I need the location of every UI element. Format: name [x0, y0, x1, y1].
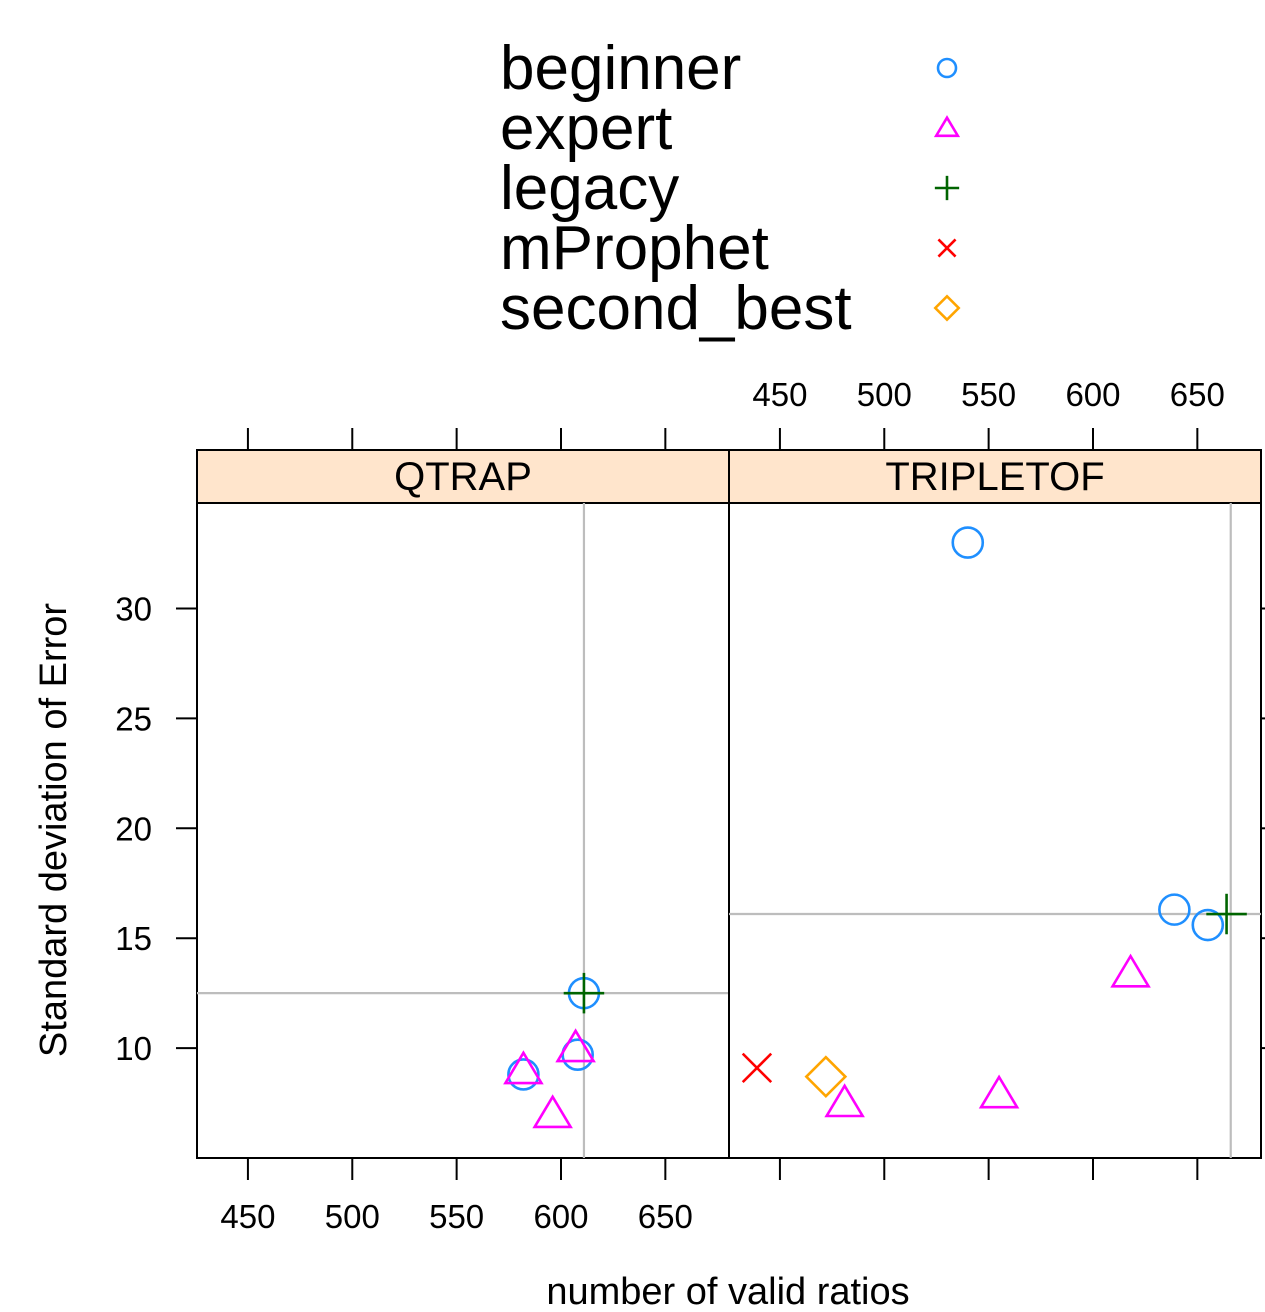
y-tick-label: 30: [115, 591, 152, 628]
panel-qtrap: [196, 502, 730, 1159]
panel-strips: QTRAP TRIPLETOF: [196, 449, 1262, 504]
x-tick-label-top: 550: [961, 376, 1016, 413]
panel-frame: [196, 502, 730, 1159]
panel-tripletof: [728, 502, 1262, 1159]
data-point-expert: [532, 1094, 573, 1129]
data-point-expert: [555, 1028, 596, 1063]
data-point-beginner: [1158, 893, 1191, 926]
y-tick-label: 20: [115, 810, 152, 847]
panels: [196, 502, 1262, 1159]
axes: 450 450 500 500 550 550 600 600 650 650 10 15 20 25 30: [115, 376, 1265, 1235]
data-point-legacy: [563, 972, 605, 1014]
data-point-beginner: [1191, 908, 1225, 942]
data-point-expert: [503, 1050, 544, 1085]
data-point-legacy: [1206, 893, 1247, 935]
strip-label-tripletof: TRIPLETOF: [885, 455, 1104, 499]
x-tick-label-top: 450: [752, 376, 807, 413]
panel-frame: [728, 502, 1262, 1159]
legend-marker-legacy: [934, 175, 960, 201]
x-tick-label-bottom: 500: [325, 1198, 380, 1235]
x-tick-label-bottom: 550: [429, 1198, 484, 1235]
x-tick-label-bottom: 650: [638, 1198, 693, 1235]
data-point-beginner: [507, 1058, 540, 1091]
data-point-second_best: [804, 1055, 848, 1099]
x-tick-label-bottom: 450: [220, 1198, 275, 1235]
legend-label-second_best: second_best: [500, 274, 852, 343]
data-point-beginner: [951, 526, 985, 559]
strip-qtrap: [196, 449, 730, 504]
data-point-expert: [824, 1083, 865, 1118]
legend-label-mProphet: mProphet: [500, 214, 769, 283]
data-point-expert: [978, 1074, 1020, 1109]
legend-label-expert: expert: [500, 94, 672, 163]
y-tick-label: 10: [115, 1030, 152, 1067]
legend-marker-second_best: [933, 294, 961, 322]
legend-marker-expert: [933, 115, 961, 138]
x-tick-label-bottom: 600: [533, 1198, 588, 1235]
legend-marker-mProphet: [937, 238, 957, 258]
strip-label-qtrap: QTRAP: [394, 455, 532, 499]
legend-label-beginner: beginner: [500, 34, 741, 103]
x-tick-label-top: 650: [1170, 376, 1225, 413]
y-axis-label: Standard deviation of Error: [33, 603, 75, 1057]
data-point-mProphet: [741, 1052, 773, 1084]
data-point-expert: [1110, 953, 1151, 988]
y-tick-label: 25: [115, 700, 152, 737]
x-tick-label-top: 600: [1065, 376, 1120, 413]
legend-marker-beginner: [936, 57, 958, 79]
x-tick-label-top: 500: [857, 376, 912, 413]
legend-label-legacy: legacy: [500, 154, 679, 223]
x-axis-label: number of valid ratios: [546, 1271, 909, 1312]
y-tick-label: 15: [115, 920, 152, 957]
